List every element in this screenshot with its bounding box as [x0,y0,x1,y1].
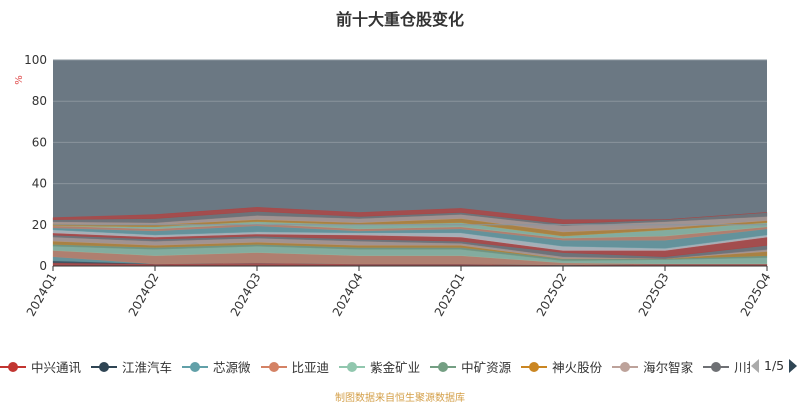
legend-item[interactable]: 海尔智家 [612,357,693,376]
legend-label: 江淮汽车 [122,360,173,375]
legend-marker-icon [703,361,730,372]
legend-label: 川投能源 [734,360,750,375]
y-tick-label: 40 [32,177,47,191]
y-tick-label: 60 [32,135,47,149]
y-axis-unit: % [14,75,25,85]
legend-label: 紫金矿业 [370,360,421,375]
legend-item[interactable]: 紫金矿业 [339,357,420,376]
y-tick-label: 80 [32,94,47,108]
legend-item[interactable]: 中矿资源 [430,357,511,376]
chart-title: 前十大重仓股变化 [335,10,464,29]
legend-page-number: 1/5 [764,358,785,373]
legend-pager: 1/5 [750,358,798,373]
legend-label: 比亚迪 [291,360,330,375]
legend-label: 中矿资源 [461,360,512,375]
legend-marker-icon [91,361,118,372]
legend-label: 中兴通讯 [31,360,82,375]
legend-label: 海尔智家 [643,360,694,375]
x-tick-label: 2025Q2 [534,271,570,319]
x-tick-label: 2024Q2 [126,271,162,319]
x-tick-label: 2025Q3 [636,271,672,319]
area-series-17 [52,207,768,225]
legend-marker-icon [521,361,548,372]
legend-item[interactable]: 江淮汽车 [91,357,172,376]
legend-marker-icon [260,361,287,372]
legend-item[interactable]: 比亚迪 [260,357,330,376]
x-tick-label: 2024Q4 [330,271,366,319]
x-tick-label: 2025Q1 [432,271,468,319]
legend-marker-icon [430,361,457,372]
stacked-area-chart: 0 20 40 60 80 100% 2024Q1 2024Q2 2024Q3 2024Q4 202… [14,53,774,319]
legend-marker-icon [0,361,26,372]
legend-marker-icon [612,361,639,372]
y-tick-label: 100 [24,53,47,67]
y-tick-label: 20 [32,218,47,232]
legend: 中兴通讯 江淮汽车 芯源微 比亚迪 紫金矿业 中矿资源 神火股份 海尔智家 川投能源 [0,357,750,377]
legend-item[interactable]: 中兴通讯 [0,357,81,376]
legend-marker-icon [339,361,366,372]
x-tick-label: 2025Q4 [738,271,774,319]
source-note: 制图数据来自恒生聚源数据库 [335,393,465,404]
next-page-icon[interactable] [788,358,798,373]
prev-page-icon[interactable] [750,358,760,373]
legend-label: 神火股份 [552,360,603,375]
x-tick-label: 2024Q1 [24,271,60,319]
legend-item[interactable]: 神火股份 [521,357,602,376]
legend-item[interactable]: 川投能源 [703,357,750,376]
x-tick-label: 2024Q3 [228,271,264,319]
legend-label: 芯源微 [213,360,251,375]
legend-item[interactable]: 芯源微 [182,357,251,376]
legend-marker-icon [182,361,209,372]
y-tick-label: 0 [39,259,47,273]
